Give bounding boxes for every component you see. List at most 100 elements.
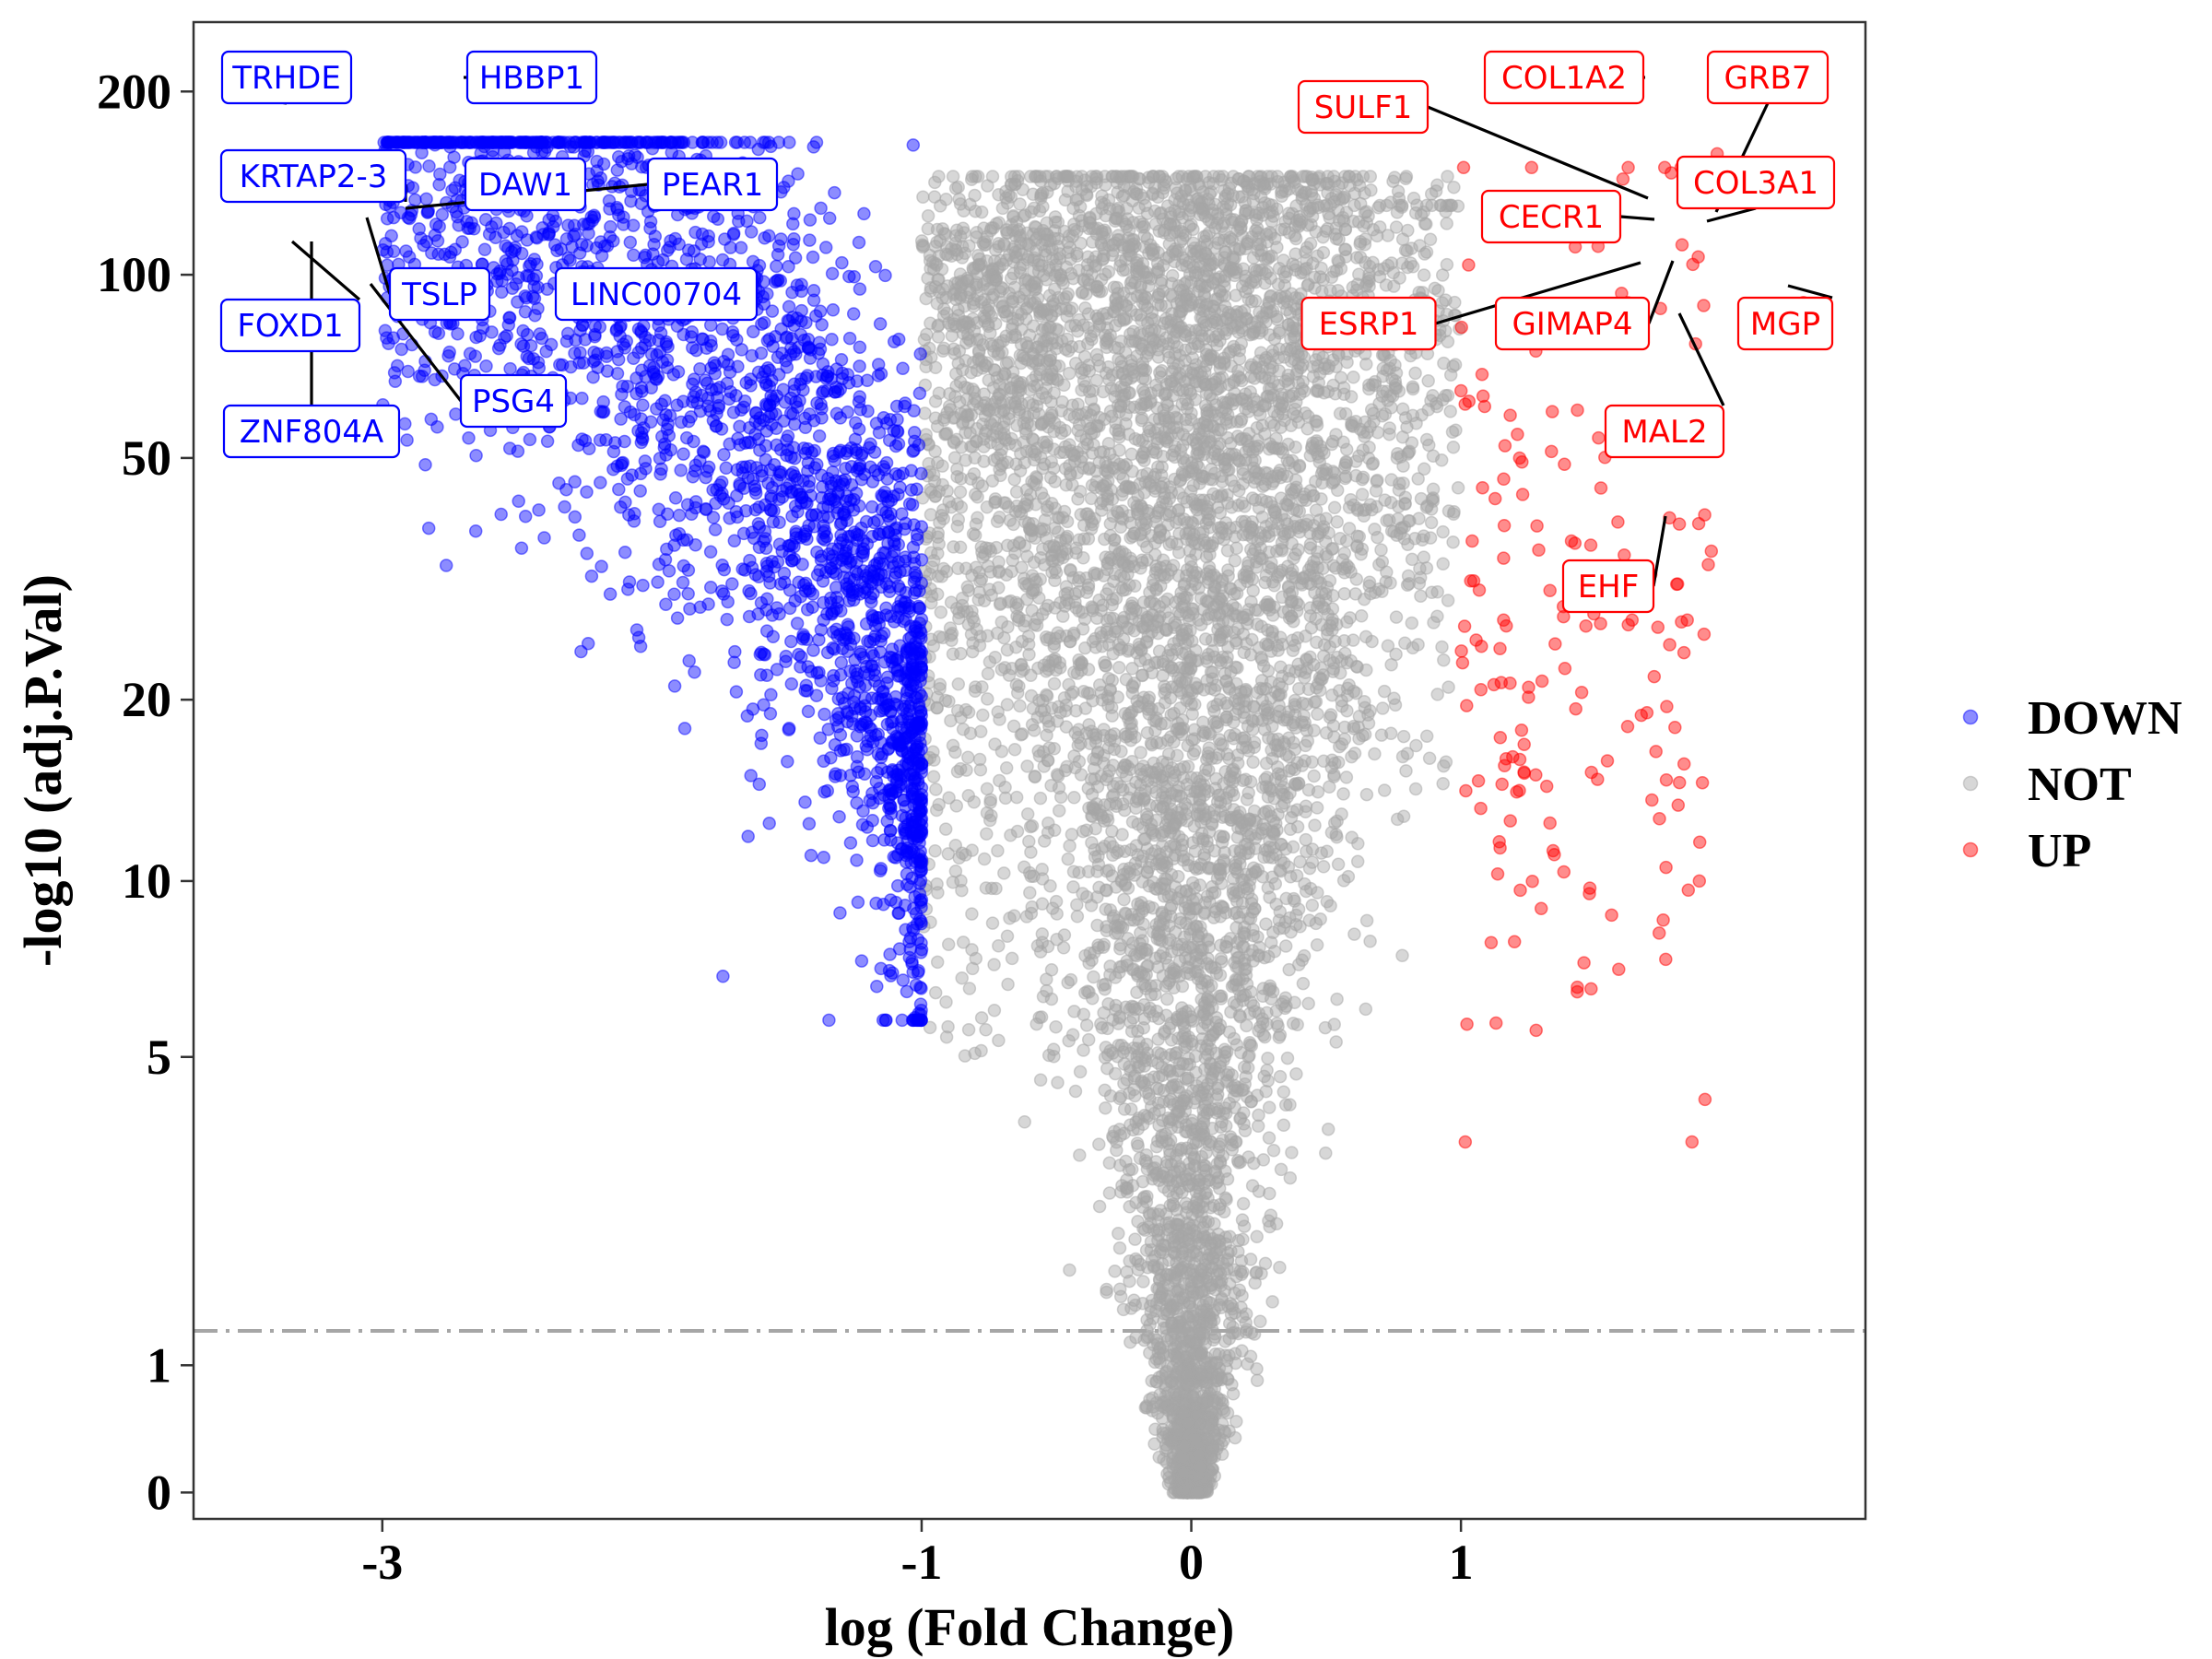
data-point <box>1082 956 1096 971</box>
data-point <box>1150 735 1164 749</box>
data-point <box>1100 809 1114 824</box>
data-point <box>1251 433 1265 447</box>
data-point <box>1147 1070 1161 1084</box>
data-point <box>1131 700 1146 714</box>
data-point <box>1184 515 1199 529</box>
data-point <box>1262 1100 1277 1114</box>
data-point <box>1160 992 1174 1006</box>
data-point <box>1224 436 1238 451</box>
data-point <box>1124 726 1138 741</box>
data-point <box>1329 231 1344 246</box>
data-point <box>1429 184 1443 198</box>
data-point <box>974 1011 989 1025</box>
data-point <box>1103 516 1118 531</box>
data-point <box>1065 828 1079 841</box>
data-point <box>1147 1009 1160 1023</box>
data-point <box>1262 1131 1277 1145</box>
data-point <box>1114 744 1128 759</box>
data-point <box>1252 1108 1265 1123</box>
data-point <box>1101 671 1116 686</box>
data-point <box>1274 660 1288 674</box>
data-point <box>1117 892 1131 907</box>
data-point <box>1309 695 1324 709</box>
data-point <box>1027 724 1041 737</box>
data-point <box>1265 1295 1279 1309</box>
data-point <box>1112 661 1126 675</box>
data-point <box>1253 1314 1267 1329</box>
data-point <box>1042 741 1056 755</box>
data-point <box>1102 1186 1117 1200</box>
data-point <box>1357 219 1371 233</box>
data-point <box>939 193 953 206</box>
data-point <box>1359 787 1374 802</box>
data-point <box>1236 773 1251 788</box>
data-point <box>1106 840 1120 854</box>
data-point <box>1235 740 1250 755</box>
data-point <box>1216 1148 1230 1163</box>
data-point <box>1130 1136 1145 1150</box>
data-point <box>1061 344 1076 358</box>
data-point <box>1046 1042 1061 1056</box>
data-point <box>1226 1387 1241 1401</box>
data-point <box>1310 801 1324 815</box>
data-point <box>916 190 930 204</box>
data-point <box>1039 630 1053 644</box>
data-point <box>1092 1137 1106 1151</box>
data-point <box>1073 485 1088 499</box>
data-point <box>1143 1318 1157 1332</box>
data-point <box>1146 187 1160 202</box>
data-point <box>1237 1219 1252 1233</box>
data-point <box>1018 1115 1031 1129</box>
data-point <box>1300 241 1314 254</box>
data-point <box>1099 1100 1112 1115</box>
data-point <box>1384 473 1398 487</box>
data-point <box>1219 696 1233 711</box>
data-point <box>1250 1362 1264 1376</box>
data-point <box>1085 787 1100 802</box>
data-point <box>1162 1253 1176 1267</box>
data-point <box>1272 1030 1287 1044</box>
data-point <box>1137 486 1151 500</box>
data-point <box>1258 252 1273 265</box>
data-point <box>1082 462 1096 477</box>
data-point <box>1296 976 1311 991</box>
data-point <box>1148 547 1162 562</box>
data-point <box>1240 793 1254 806</box>
data-point <box>1215 1115 1229 1129</box>
data-point <box>1327 1018 1341 1031</box>
data-point <box>1227 375 1241 390</box>
data-point <box>1077 272 1090 287</box>
data-point <box>1064 563 1077 578</box>
data-point <box>1327 500 1342 515</box>
data-point <box>1165 268 1180 283</box>
data-point <box>1128 579 1142 594</box>
data-point <box>1061 852 1076 866</box>
data-point <box>1307 769 1321 783</box>
data-point <box>1236 1196 1251 1211</box>
data-point <box>1259 917 1273 931</box>
data-point <box>1089 347 1104 362</box>
data-point <box>1389 220 1404 234</box>
data-point <box>1292 681 1306 696</box>
data-point <box>1123 866 1136 881</box>
data-point <box>1277 1118 1291 1133</box>
data-point <box>1057 928 1072 942</box>
data-point <box>1221 569 1235 583</box>
data-point <box>1176 849 1191 864</box>
data-point <box>1028 770 1042 784</box>
data-point <box>1228 554 1242 568</box>
data-point <box>1251 1119 1265 1134</box>
data-point <box>1171 1143 1186 1157</box>
data-point <box>1263 1186 1277 1201</box>
data-point <box>1311 249 1324 264</box>
data-point <box>1135 411 1149 425</box>
data-point <box>1261 881 1276 895</box>
data-point <box>981 666 995 681</box>
data-point <box>1300 844 1313 859</box>
data-point <box>1078 300 1092 315</box>
data-point <box>1250 1230 1264 1244</box>
data-point <box>1277 1085 1291 1099</box>
data-point <box>1049 1019 1063 1034</box>
data-point <box>1398 171 1413 185</box>
data-point <box>1359 1002 1373 1017</box>
